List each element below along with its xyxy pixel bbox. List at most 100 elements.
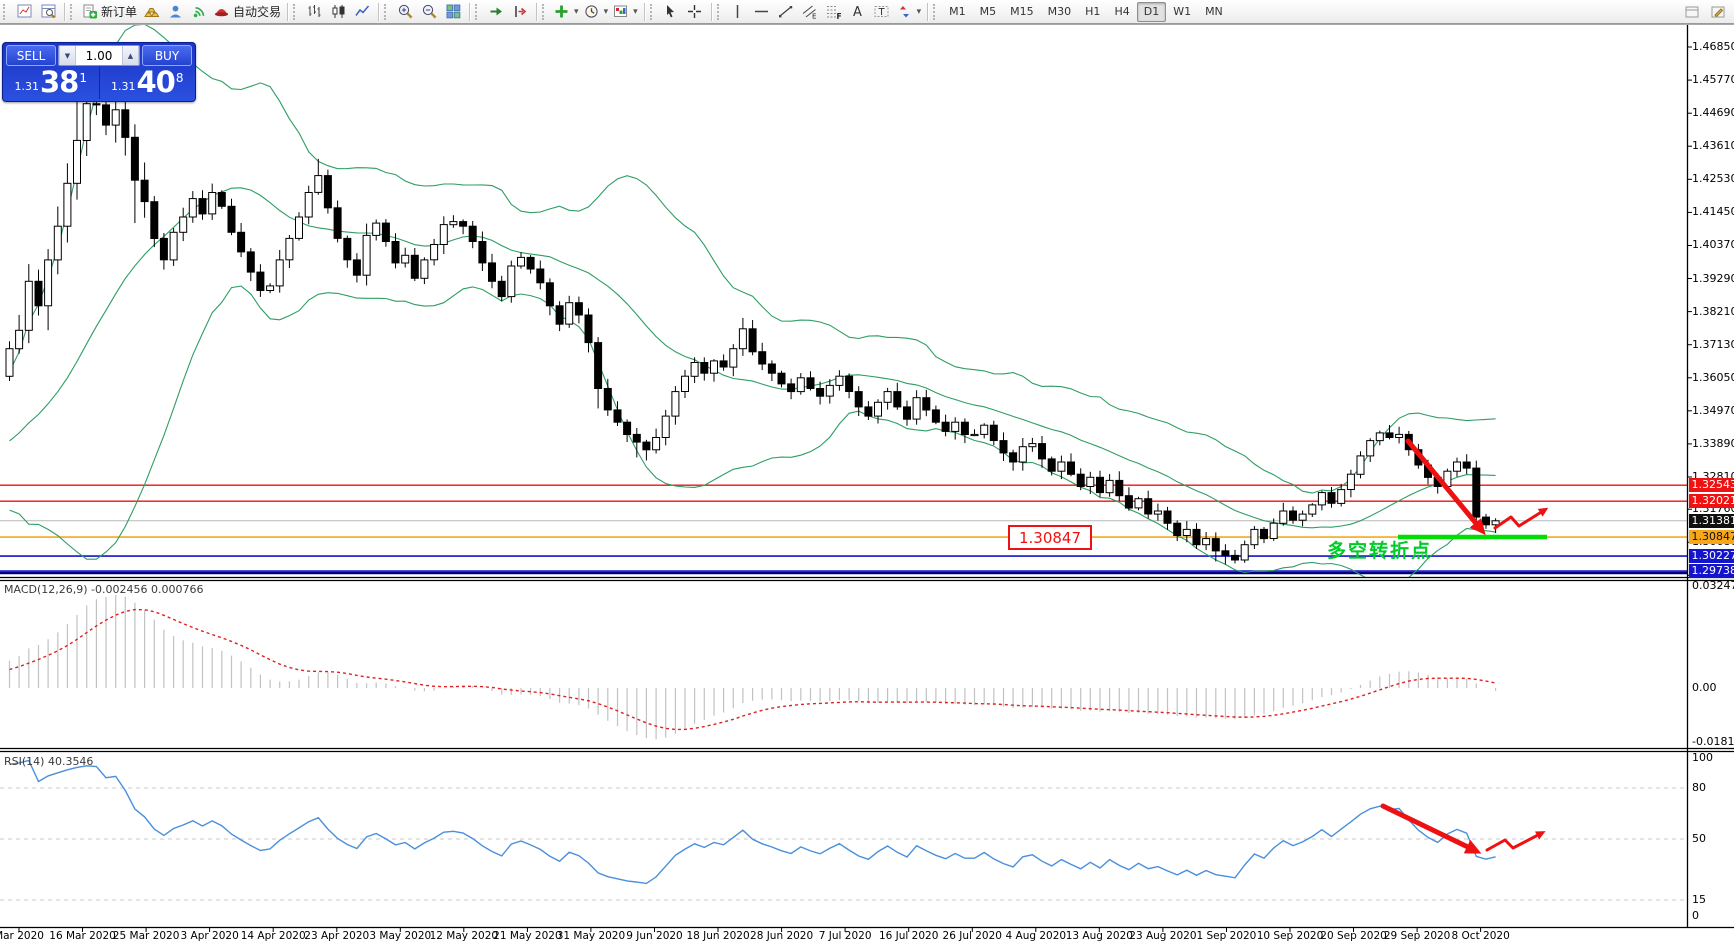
toolbar-separator	[469, 2, 471, 21]
tf-h1[interactable]: H1	[1085, 5, 1101, 18]
tf-w1[interactable]: W1	[1173, 5, 1192, 18]
window-edit-icon[interactable]	[1706, 2, 1730, 22]
price-axis-badge: 1.30227	[1688, 549, 1734, 564]
date-axis-label: 23 Aug 2020	[1129, 930, 1197, 942]
tf-d1[interactable]: D1	[1136, 1, 1167, 22]
chart-shift-icon[interactable]	[508, 2, 532, 22]
buy-price[interactable]: 1.31 40 8	[100, 66, 196, 99]
autotrading-button[interactable]: 自动交易	[211, 2, 283, 22]
price-axis-badge: 1.29738	[1688, 564, 1734, 579]
buy-price-big: 40	[136, 65, 176, 99]
price-axis-tick: 1.33890	[1692, 436, 1734, 450]
chart-candles-icon[interactable]	[326, 2, 350, 22]
price-axis-tick: 1.43610	[1692, 139, 1734, 153]
sell-price-sup: 1	[79, 71, 87, 85]
toolbar-grip	[3, 3, 9, 20]
rsi-axis-tick: 50	[1692, 832, 1706, 845]
signals-icon[interactable]	[187, 2, 211, 22]
tf-m1[interactable]: M1	[949, 5, 966, 18]
deposit-icon[interactable]	[139, 2, 163, 22]
price-axis-tick: 1.41450	[1692, 205, 1734, 219]
rsi-axis-tick: 0	[1692, 909, 1699, 922]
date-axis-label: 8 Oct 2020	[1451, 930, 1510, 942]
volume-down-button[interactable]: ▼	[59, 46, 76, 65]
macd-axis-tick: -0.018182	[1692, 735, 1734, 748]
crosshair-icon[interactable]	[683, 2, 707, 22]
date-axis-label: 25 Mar 2020	[112, 930, 180, 942]
price-axis-tick: 1.37130	[1692, 337, 1734, 351]
trendline-icon[interactable]	[774, 2, 798, 22]
date-axis-label: 16 Jul 2020	[878, 930, 939, 942]
label-icon[interactable]: T	[870, 2, 894, 22]
price-axis-tick: 1.40370	[1692, 238, 1734, 252]
rsi-axis-tick: 15	[1692, 893, 1706, 906]
rsi-indicator-label: RSI(14) 40.3546	[4, 755, 94, 768]
chart-bars-icon[interactable]	[302, 2, 326, 22]
periods-icon[interactable]: ▾	[581, 2, 611, 22]
date-axis-label: 14 Apr 2020	[240, 930, 306, 942]
tf-mn[interactable]: MN	[1205, 5, 1223, 18]
tf-m5[interactable]: M5	[979, 5, 997, 18]
toolbar-grip	[384, 3, 390, 20]
toolbar-separator	[710, 2, 712, 21]
tile-windows-icon[interactable]	[441, 2, 465, 22]
autoscroll-icon[interactable]	[484, 2, 508, 22]
price-axis-tick: 1.36050	[1692, 370, 1734, 384]
volume-value[interactable]: 1.00	[85, 48, 113, 63]
zoom-in-icon[interactable]	[393, 2, 417, 22]
price-axis-tick: 1.46850	[1692, 40, 1734, 53]
text-icon[interactable]: A	[846, 2, 870, 22]
macd-indicator-label: MACD(12,26,9) -0.002456 0.000766	[4, 583, 204, 596]
price-axis-badge: 1.31381	[1688, 513, 1734, 528]
date-axis-label: 29 Sep 2020	[1383, 930, 1451, 942]
date-axis-label: 20 Sep 2020	[1320, 930, 1387, 942]
templates-icon[interactable]: ▾	[610, 2, 640, 22]
date-axis-label: 26 Jul 2020	[942, 930, 1002, 942]
buy-button[interactable]: BUY	[142, 45, 192, 66]
sell-price[interactable]: 1.31 38 1	[3, 66, 100, 99]
date-axis-label: 1 Sep 2020	[1196, 930, 1257, 942]
data-window-icon[interactable]	[36, 2, 60, 22]
tf-m30[interactable]: M30	[1047, 5, 1072, 18]
price-axis-tick: 1.45770	[1692, 73, 1734, 87]
market-watch-icon[interactable]	[12, 2, 36, 22]
window-list-icon[interactable]	[1680, 2, 1704, 22]
tf-m15[interactable]: M15	[1010, 5, 1034, 18]
sell-price-main: 1.31	[14, 80, 40, 93]
toolbar-grip	[716, 3, 723, 20]
date-axis-label: 23 Apr 2020	[304, 930, 370, 942]
date-axis-label: 10 Sep 2020	[1256, 930, 1324, 942]
date-axis-label: 13 Aug 2020	[1065, 930, 1133, 942]
channel-icon[interactable]: E	[798, 2, 822, 22]
cursor-icon[interactable]	[659, 2, 683, 22]
zoom-out-icon[interactable]	[417, 2, 441, 22]
toolbar-grip	[475, 3, 481, 20]
indicators-icon[interactable]: ▾	[551, 2, 581, 22]
date-axis-label: 28 Jun 2020	[750, 930, 814, 942]
toolbar-separator	[536, 2, 538, 21]
price-axis-tick: 1.42530	[1692, 172, 1734, 186]
macd-axis-tick: 0.032478	[1692, 579, 1734, 592]
date-axis-label: 4 Aug 2020	[1005, 930, 1067, 942]
turning-point-annotation: 多空转折点	[1327, 540, 1433, 562]
new-order-button[interactable]: 新订单	[79, 2, 139, 22]
svg-text:E: E	[812, 13, 816, 21]
rsi-axis-tick: 100	[1692, 751, 1713, 764]
vline-icon[interactable]	[726, 2, 750, 22]
hline-icon[interactable]	[750, 2, 774, 22]
date-axis-label: 31 May 2020	[556, 930, 626, 942]
date-axis-label: 3 Apr 2020	[180, 930, 239, 942]
date-axis-label: Mar 2020	[0, 930, 44, 942]
community-icon[interactable]	[163, 2, 187, 22]
sell-button[interactable]: SELL	[6, 45, 56, 66]
chart-line-icon[interactable]	[350, 2, 374, 22]
shapes-icon[interactable]: ▾	[894, 2, 924, 22]
tf-h4[interactable]: H4	[1114, 5, 1130, 18]
volume-up-button[interactable]: ▲	[122, 46, 139, 65]
toolbar-separator	[64, 2, 65, 21]
fibonacci-icon[interactable]: F	[822, 2, 846, 22]
sell-price-big: 38	[40, 65, 79, 99]
price-axis-badge: 1.32543	[1688, 478, 1734, 493]
